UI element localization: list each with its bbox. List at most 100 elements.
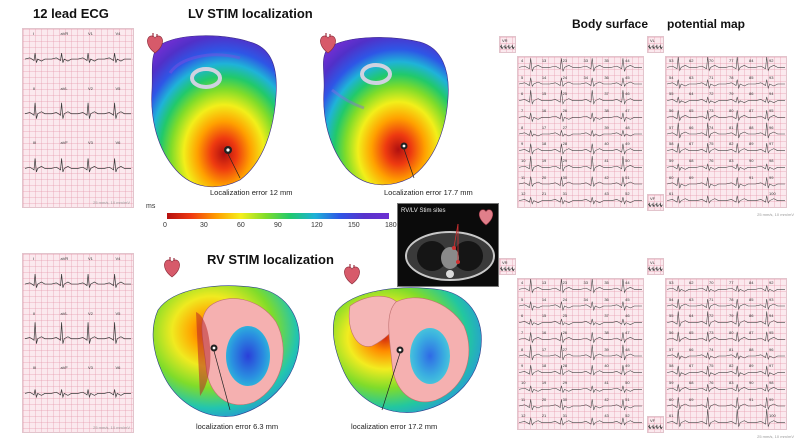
ecg-title: 12 lead ECG [33, 6, 109, 21]
bsp-lead-number: 25 [562, 313, 568, 319]
ecg-trace [24, 322, 131, 344]
bsp-lead-number: 33 [583, 280, 588, 285]
bsp-lead-number: 63 [689, 74, 694, 80]
bsp-trace [666, 285, 785, 293]
bsp-lead-number: 48 [625, 124, 630, 130]
bsp-lead-number: 37 [604, 91, 609, 97]
lv-title: LV STIM localization [188, 6, 313, 21]
bsp-lead-number: 30 [562, 396, 568, 402]
colorbar-tick-label: 0 [163, 222, 167, 229]
bsp-lead-number: 26 [562, 108, 568, 113]
bsp-lead-number: 39 [604, 346, 609, 352]
bsp-lead-number: 72 [709, 91, 714, 97]
bsp-trace [518, 385, 642, 394]
ecg-lead-label: aVR [60, 31, 69, 36]
bsp-lead-number: 64 [689, 313, 694, 319]
bsp-lead-number: 46 [625, 91, 630, 97]
bsp-lead-number: 92 [769, 280, 774, 285]
bsp-lead-number: 93 [769, 74, 774, 80]
bsp-trace [666, 409, 785, 427]
ecg-lead-label: V1 [88, 31, 93, 36]
bsp-lead-number: 20 [541, 174, 547, 180]
bsp-lead-number: 50 [625, 380, 630, 385]
bsp-lead-number: 70 [709, 280, 714, 285]
bsp-limb-trace [648, 44, 663, 50]
bsp-lead-number: 90 [749, 158, 754, 163]
bsp-lead-number: 84 [749, 58, 754, 63]
ecg-lead-label: V5 [115, 85, 121, 91]
bsp-limb-lead: VR [499, 258, 516, 275]
bsp-lead-number: 53 [669, 280, 674, 285]
ecg-trace [24, 274, 131, 288]
bsp-lead-number: 78 [729, 74, 734, 80]
ecg-lead-label: V3 [88, 140, 93, 146]
bsp-traces [666, 57, 785, 204]
bsp-lead-number: 81 [729, 346, 734, 352]
bsp-lead-number: 74 [709, 124, 714, 130]
bsp-lead-number: 9 [521, 363, 524, 369]
bsp-limb-lead: VF [647, 194, 664, 211]
bsp-lead-number: 95 [769, 330, 774, 335]
bsp-lead-number: 58 [669, 363, 674, 369]
bsp-lead-number: 18 [541, 141, 547, 147]
rv-heart-map-2 [332, 287, 482, 413]
bsp-lead-number: 85 [749, 296, 754, 302]
heart-anatomy-icon [147, 33, 163, 54]
bsp-lead-number: 67 [689, 363, 694, 369]
bsp-lead-number: 15 [541, 91, 547, 97]
bsp-lead-number: 7 [521, 108, 524, 113]
bsp-lead-number: 54 [669, 74, 674, 80]
bsp-lead-number: 66 [689, 346, 694, 352]
bsp-title-right: potential map [667, 17, 746, 31]
bsp-lead-number: 56 [669, 108, 674, 113]
bsp-lead-number: 73 [709, 108, 714, 113]
bsp-trace [518, 176, 642, 187]
ecg-lead-label: II [33, 85, 36, 91]
bsp-lead-number: 39 [604, 124, 609, 130]
bsp-lead-number: 48 [625, 346, 630, 352]
bsp-lead-number: 42 [604, 174, 609, 180]
bsp-lead-number: 4 [521, 58, 524, 63]
bsp-lead-number: 60 [669, 174, 674, 180]
bsp-trace [518, 318, 642, 326]
bsp-lead-number: 40 [604, 363, 609, 369]
bsp-lead-number: 84 [749, 280, 754, 285]
bsp-lead-number: 90 [749, 380, 754, 385]
ecg-lead-label: V3 [88, 365, 93, 371]
bsp-lead-number: 4 [521, 280, 524, 285]
ecg-lead-label: aVL [60, 85, 68, 91]
bsp-trace [666, 79, 785, 90]
ecg-lead-label: V1 [88, 256, 93, 261]
bsp-limb-lead-label: VL [650, 260, 655, 265]
bsp-lead-number: 74 [709, 346, 714, 352]
colorbar-tick-label: 120 [311, 222, 323, 229]
bsp-lead-number: 94 [769, 91, 774, 97]
bsp-lead-number: 28 [562, 363, 568, 369]
bsp-lead-number: 98 [769, 380, 774, 385]
bsp-lead-number: 24 [562, 296, 568, 302]
rv-heart-map-1 [152, 285, 300, 417]
bsp-lead-number: 96 [769, 346, 774, 352]
bsp-limb-lead-label: VF [650, 418, 656, 423]
bsp-lead-number: 73 [709, 330, 714, 335]
bsp-traces [518, 279, 642, 426]
bsp-lead-number: 76 [709, 158, 714, 163]
bsp-lead-number: 80 [729, 108, 734, 113]
bsp-lead-number: 83 [729, 380, 734, 385]
bsp-limb-lead: VL [647, 258, 664, 275]
bsp-lead-number: 21 [541, 191, 547, 197]
bsp-panel-lv: VR VL VF 4 13 23 33 35 44 5 14 24 34 36 45 6 15 25 37 46 7 16… [497, 36, 800, 220]
bsp-lead-number: 52 [625, 191, 630, 197]
colorbar-tick-label: 150 [348, 222, 360, 229]
bsp-lead-number: 51 [625, 174, 630, 180]
ecg-trace [24, 389, 131, 399]
bsp-lead-number: 6 [521, 313, 524, 319]
ecg-lead-label: aVL [60, 310, 68, 316]
bsp-traces [518, 58, 642, 205]
bsp-limb-lead-label: VR [502, 260, 508, 265]
ecg-lead-label: II [33, 310, 36, 316]
bsp-lead-number: 93 [769, 296, 774, 302]
bsp-lead-number: 62 [689, 58, 694, 63]
bsp-limb-lead-label: VF [650, 196, 656, 201]
bsp-trace [666, 365, 785, 377]
